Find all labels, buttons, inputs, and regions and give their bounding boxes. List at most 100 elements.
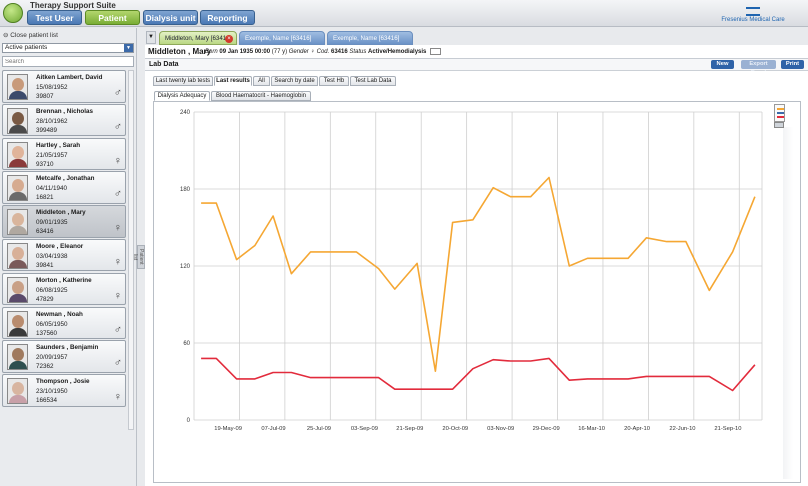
lab-data-section-bar: Lab Data New Export Excel Print [145, 59, 808, 76]
gender-icon: ♀ [113, 154, 122, 167]
print-button[interactable]: Print [781, 60, 804, 69]
section-title: Lab Data [149, 61, 179, 68]
gender-icon: ♀ [113, 255, 122, 268]
brand-logo: Fresenius Medical Care [708, 7, 798, 23]
tab-dialysis-adequacy[interactable]: Dialysis Adequacy [154, 91, 210, 101]
patient-card[interactable]: Moore , Eleanor 03/04/1938 39841 ♀ [2, 238, 126, 272]
chart-legend[interactable] [774, 104, 785, 122]
x-tick-label: 07-Jul-09 [261, 426, 285, 432]
gender-icon: ♂ [113, 87, 122, 99]
patient-name: Aitken Lambert, David [36, 74, 103, 81]
patient-list: Aitken Lambert, David 15/08/1952 39807 ♂… [2, 70, 126, 408]
tab-patient-exemple-2[interactable]: Exemple, Name [63416] [327, 31, 413, 45]
tab-patient-exemple-1[interactable]: Exemple, Name [63416] [239, 31, 325, 45]
brand-name: Fresenius Medical Care [721, 17, 785, 23]
new-button[interactable]: New [711, 60, 734, 69]
cod-value: 63416 [330, 49, 348, 56]
patient-code: 47829 [36, 295, 54, 303]
avatar [7, 74, 28, 100]
patient-card[interactable]: Metcalfe , Jonathan 04/11/1940 16821 ♂ [2, 171, 126, 204]
avatar [7, 310, 28, 337]
age-value: (77 y) [271, 49, 288, 56]
patient-name: Metcalfe , Jonathan [36, 175, 95, 183]
chart-zoom-handle[interactable] [774, 122, 784, 128]
patient-dob: 20/09/1957 [36, 354, 68, 362]
patient-card[interactable]: Aitken Lambert, David 15/08/1952 39807 ♂ [2, 70, 126, 103]
patient-card[interactable]: Hartley , Sarah 21/05/1957 93710 ♀ [2, 137, 126, 171]
close-icon[interactable]: × [225, 35, 233, 43]
nav-dialysis-unit[interactable]: Dialysis unit [143, 10, 198, 25]
avatar [7, 378, 28, 405]
app-logo-icon [3, 3, 23, 23]
nav-patient[interactable]: Patient [85, 10, 140, 25]
patient-name: Thompson , Josie [36, 378, 90, 386]
patient-card[interactable]: Thompson , Josie 23/10/1950 166534 ♀ [2, 374, 126, 407]
tab-patient-middleton[interactable]: Middleton, Mary [63416] × [159, 31, 237, 45]
gender-icon: ♂ [113, 120, 122, 133]
x-tick-label: 20-Oct-09 [442, 426, 468, 432]
tab-search-by-date[interactable]: Search by date [271, 76, 318, 86]
x-tick-label: 16-Mar-10 [578, 426, 605, 432]
tab-all[interactable]: All [253, 76, 270, 86]
patient-name: Hartley , Sarah [36, 141, 81, 149]
tab-test-lab-data[interactable]: Test Lab Data [350, 76, 396, 86]
patient-card[interactable]: Brennan , Nicholas 28/10/1962 399489 ♂ [2, 103, 126, 137]
gender-icon: ♀ [113, 222, 122, 235]
tab-last-twenty-lab-tests[interactable]: Last twenty lab tests [153, 76, 213, 86]
y-tick-label: 120 [180, 264, 191, 270]
patient-header: Middleton , Mary Born 09 Jan 1935 00:00 … [145, 45, 808, 59]
patient-card[interactable]: Saunders , Benjamin 20/09/1957 72362 ♂ [2, 340, 126, 373]
patient-filter-value: Active patients [5, 44, 48, 51]
tab-last-results[interactable]: Last results [214, 76, 252, 86]
patient-code: 63416 [36, 228, 54, 236]
x-tick-label: 03-Nov-09 [487, 426, 514, 432]
patient-dob: 15/08/1952 [36, 84, 68, 91]
patient-card[interactable]: Newman , Noah 06/05/1950 137560 ♂ [2, 306, 126, 340]
patient-code: 39841 [36, 261, 54, 269]
export-excel-button[interactable]: Export Excel [741, 60, 776, 76]
patient-card[interactable]: Middleton , Mary 09/01/1935 63416 ♀ [2, 205, 126, 238]
patient-code: 93710 [36, 160, 54, 168]
x-tick-label: 29-Dec-09 [533, 426, 560, 432]
series-line-1 [201, 357, 756, 392]
patient-dob: 21/05/1957 [36, 151, 68, 159]
gender-icon: ♂ [113, 323, 122, 336]
patient-code: 72362 [36, 363, 54, 371]
patient-dob: 06/05/1950 [36, 320, 68, 328]
avatar [7, 107, 28, 134]
gender-icon: ♀ [310, 49, 315, 56]
gender-label: Gender [288, 49, 309, 56]
patient-name: Middleton , Mary [36, 209, 86, 217]
gender-icon: ♀ [113, 289, 122, 302]
tab-menu-button[interactable]: ▼ [146, 31, 156, 44]
avatar [7, 344, 28, 371]
lab-chart: 240 180 120 60 0 19-May-09 07-Jul-09 25-Jul-09… [180, 110, 763, 432]
patient-dob: 06/08/1925 [36, 286, 68, 294]
x-tick-label: 03-Sep-09 [351, 426, 378, 432]
chevron-down-icon[interactable]: ▼ [124, 44, 133, 52]
born-value: 09 Jan 1935 00:00 [219, 49, 271, 56]
lab-data-content: Last twenty lab tests Last results All S… [145, 71, 808, 486]
tab-test-hb[interactable]: Test Hb [319, 76, 349, 86]
series-line-0 [201, 176, 756, 373]
nav-reporting[interactable]: Reporting [200, 10, 255, 25]
patient-search-input[interactable] [2, 56, 134, 67]
chart-zoom-track[interactable] [783, 127, 793, 479]
patient-list-scrollbar[interactable] [128, 70, 134, 430]
y-tick-label: 60 [183, 341, 190, 347]
gender-icon: ♂ [113, 357, 122, 370]
patient-card[interactable]: Morton , Katherine 06/08/1925 47829 ♀ [2, 272, 126, 306]
nav-test-user[interactable]: Test User [27, 10, 82, 25]
patient-code: 399489 [36, 126, 58, 134]
x-tick-label: 19-May-09 [214, 426, 242, 432]
app-title: Therapy Support Suite [30, 1, 116, 10]
tab-blood-haematocrit[interactable]: Blood Haematocrit - Haemoglobin [211, 91, 311, 101]
x-tick-label: 22-Jun-10 [669, 426, 695, 432]
patient-code: 166534 [36, 397, 58, 405]
patient-name: Newman , Noah [36, 310, 83, 318]
avatar [7, 141, 28, 168]
status-box[interactable] [430, 48, 442, 55]
patient-filter-select[interactable]: Active patients ▼ [2, 43, 134, 53]
sidebar-collapse-handle[interactable]: Patient list [132, 245, 145, 269]
close-patient-list-link[interactable]: ⊖ Close patient list [3, 32, 58, 39]
